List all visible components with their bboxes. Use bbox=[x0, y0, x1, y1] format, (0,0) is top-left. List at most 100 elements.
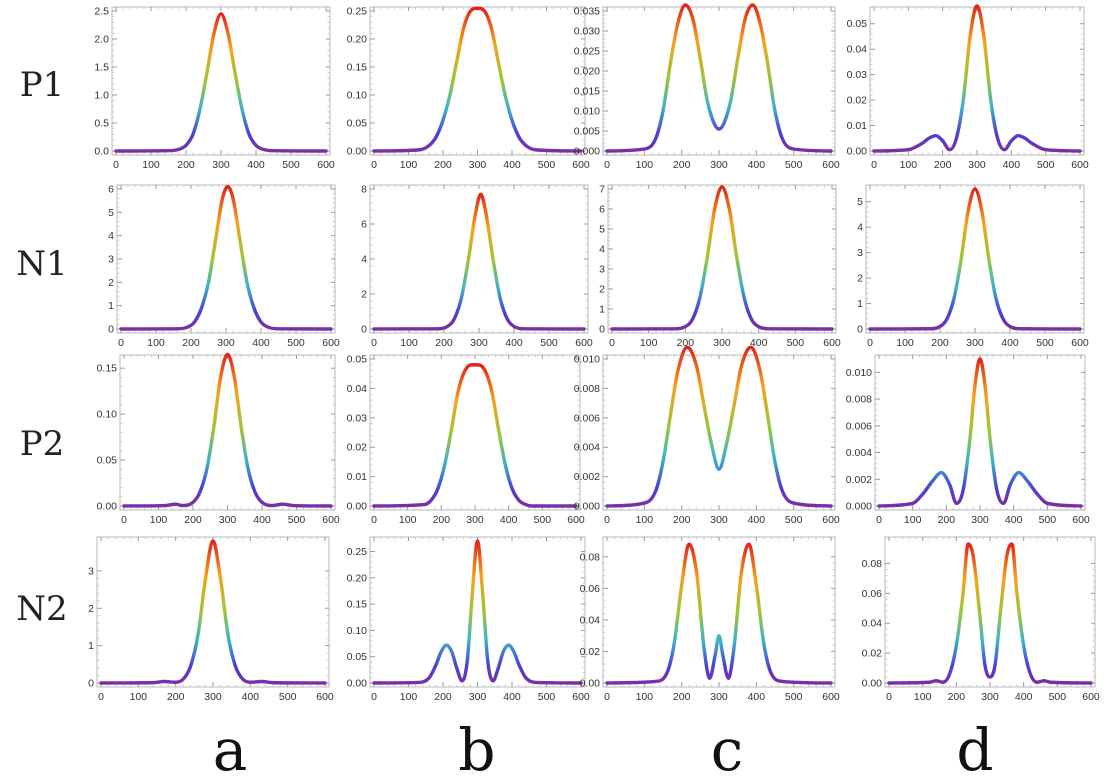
x-tick-label: 200 bbox=[177, 159, 195, 171]
y-tick-label: 0.002 bbox=[574, 471, 600, 483]
series-line bbox=[872, 4, 1082, 153]
y-tick-label: 7 bbox=[599, 184, 605, 196]
y-tick-label: 2 bbox=[108, 277, 114, 289]
panel-frame bbox=[111, 6, 331, 156]
x-tick-label: 200 bbox=[938, 514, 956, 526]
y-tick-label: 0.035 bbox=[574, 6, 600, 18]
panel-frame bbox=[602, 536, 836, 688]
y-tick-label: 0.02 bbox=[347, 442, 368, 454]
y-tick-label: 0.04 bbox=[847, 44, 868, 56]
y-tick-label: 0.08 bbox=[862, 558, 883, 570]
y-tick-label: 2.0 bbox=[94, 34, 109, 46]
y-tick-label: 0.000 bbox=[574, 146, 600, 158]
series-line bbox=[119, 184, 333, 331]
row-label-n1: N1 bbox=[16, 244, 67, 284]
x-tick-label: 300 bbox=[217, 337, 235, 349]
x-tick-label: 100 bbox=[640, 337, 658, 349]
y-tick-label: 0.002 bbox=[846, 474, 872, 486]
x-tick-label: 600 bbox=[822, 691, 840, 703]
y-tick-label: 0.00 bbox=[97, 501, 118, 513]
row-label-p2: P2 bbox=[20, 424, 65, 464]
x-tick-label: 500 bbox=[1037, 159, 1055, 171]
y-tick-label: 8 bbox=[361, 184, 367, 196]
series-line bbox=[605, 542, 833, 685]
panel-n1-d: 0 100 200 300 400 500 600 0 1 2 3 4 5 bbox=[857, 184, 1089, 349]
y-tick-label: 0.03 bbox=[847, 69, 868, 81]
panel-frame bbox=[874, 354, 1086, 511]
x-tick-label: 500 bbox=[1039, 514, 1057, 526]
x-tick-label: 600 bbox=[567, 514, 585, 526]
panel-n2-d: 0 100 200 300 400 500 600 0.00 0.02 0.04 0.06 0.08 bbox=[862, 536, 1100, 703]
x-tick-label: 500 bbox=[1049, 691, 1067, 703]
x-tick-label: 600 bbox=[572, 159, 590, 171]
x-tick-label: 200 bbox=[184, 514, 202, 526]
y-tick-label: 1.0 bbox=[94, 90, 109, 102]
y-tick-label: 0.02 bbox=[862, 648, 883, 660]
x-tick-label: 600 bbox=[317, 159, 335, 171]
x-tick-label: 0 bbox=[371, 514, 377, 526]
x-tick-label: 100 bbox=[150, 514, 168, 526]
row-labels: P1 N1 P2 N2 bbox=[16, 65, 67, 629]
y-tick-label: 1.5 bbox=[94, 62, 109, 74]
panel-frame bbox=[369, 184, 589, 334]
y-tick-label: 0.015 bbox=[574, 86, 600, 98]
panel-frame bbox=[369, 354, 581, 511]
x-tick-label: 500 bbox=[540, 337, 558, 349]
x-tick-label: 300 bbox=[204, 691, 222, 703]
x-tick-label: 600 bbox=[572, 691, 590, 703]
x-tick-label: 400 bbox=[748, 691, 766, 703]
panel-n2-a: 0 100 200 300 400 500 600 0 1 2 3 bbox=[88, 536, 334, 703]
y-tick-label: 0.008 bbox=[846, 394, 872, 406]
y-tick-label: 0.10 bbox=[347, 625, 368, 637]
series-line bbox=[605, 345, 833, 508]
x-tick-label: 500 bbox=[787, 337, 805, 349]
x-tick-label: 300 bbox=[971, 514, 989, 526]
y-tick-label: 1 bbox=[88, 640, 94, 652]
y-tick-label: 0.000 bbox=[574, 501, 600, 513]
panel-frame bbox=[116, 184, 336, 334]
y-tick-label: 0.00 bbox=[862, 678, 883, 690]
x-tick-label: 500 bbox=[1036, 337, 1054, 349]
x-tick-label: 0 bbox=[98, 691, 104, 703]
panel-frame bbox=[119, 354, 336, 511]
y-tick-label: 2 bbox=[361, 289, 367, 301]
x-tick-label: 300 bbox=[981, 691, 999, 703]
y-tick-label: 1 bbox=[108, 300, 114, 312]
y-tick-label: 0.20 bbox=[347, 34, 368, 46]
x-tick-label: 200 bbox=[948, 691, 966, 703]
y-tick-label: 2 bbox=[857, 273, 863, 285]
x-tick-label: 100 bbox=[130, 691, 148, 703]
x-tick-label: 100 bbox=[142, 159, 160, 171]
y-tick-label: 0.05 bbox=[847, 18, 868, 30]
y-tick-label: 5 bbox=[108, 207, 114, 219]
panel-frame bbox=[869, 6, 1085, 156]
x-tick-label: 600 bbox=[822, 159, 840, 171]
series-line bbox=[372, 192, 586, 331]
x-tick-label: 0 bbox=[371, 337, 377, 349]
x-tick-label: 100 bbox=[896, 337, 914, 349]
y-tick-label: 0.00 bbox=[847, 146, 868, 158]
x-tick-label: 400 bbox=[500, 514, 518, 526]
y-tick-label: 0.010 bbox=[574, 354, 600, 366]
panel-p2-a: 0 100 200 300 400 500 600 0.00 0.05 0.10 0.15 bbox=[97, 352, 340, 526]
y-tick-label: 0.030 bbox=[574, 26, 600, 38]
y-tick-label: 0.15 bbox=[97, 363, 118, 375]
y-tick-label: 0.000 bbox=[846, 501, 872, 513]
y-tick-label: 0.04 bbox=[862, 618, 883, 630]
y-tick-label: 0.004 bbox=[846, 447, 872, 459]
y-tick-label: 0.01 bbox=[847, 120, 868, 132]
x-tick-label: 400 bbox=[247, 159, 265, 171]
panel-n1-c: 0 100 200 300 400 500 600 0 1 2 3 4 5 6 7 bbox=[599, 184, 841, 350]
x-tick-label: 300 bbox=[966, 337, 984, 349]
x-tick-label: 0 bbox=[113, 159, 119, 171]
x-tick-label: 600 bbox=[822, 514, 840, 526]
x-tick-label: 200 bbox=[673, 691, 691, 703]
y-tick-label: 0.05 bbox=[347, 118, 368, 130]
x-tick-label: 600 bbox=[823, 337, 841, 349]
x-tick-label: 300 bbox=[710, 691, 728, 703]
x-tick-label: 500 bbox=[538, 691, 556, 703]
x-tick-label: 0 bbox=[871, 159, 877, 171]
x-tick-label: 400 bbox=[242, 691, 260, 703]
y-tick-label: 6 bbox=[361, 219, 367, 231]
